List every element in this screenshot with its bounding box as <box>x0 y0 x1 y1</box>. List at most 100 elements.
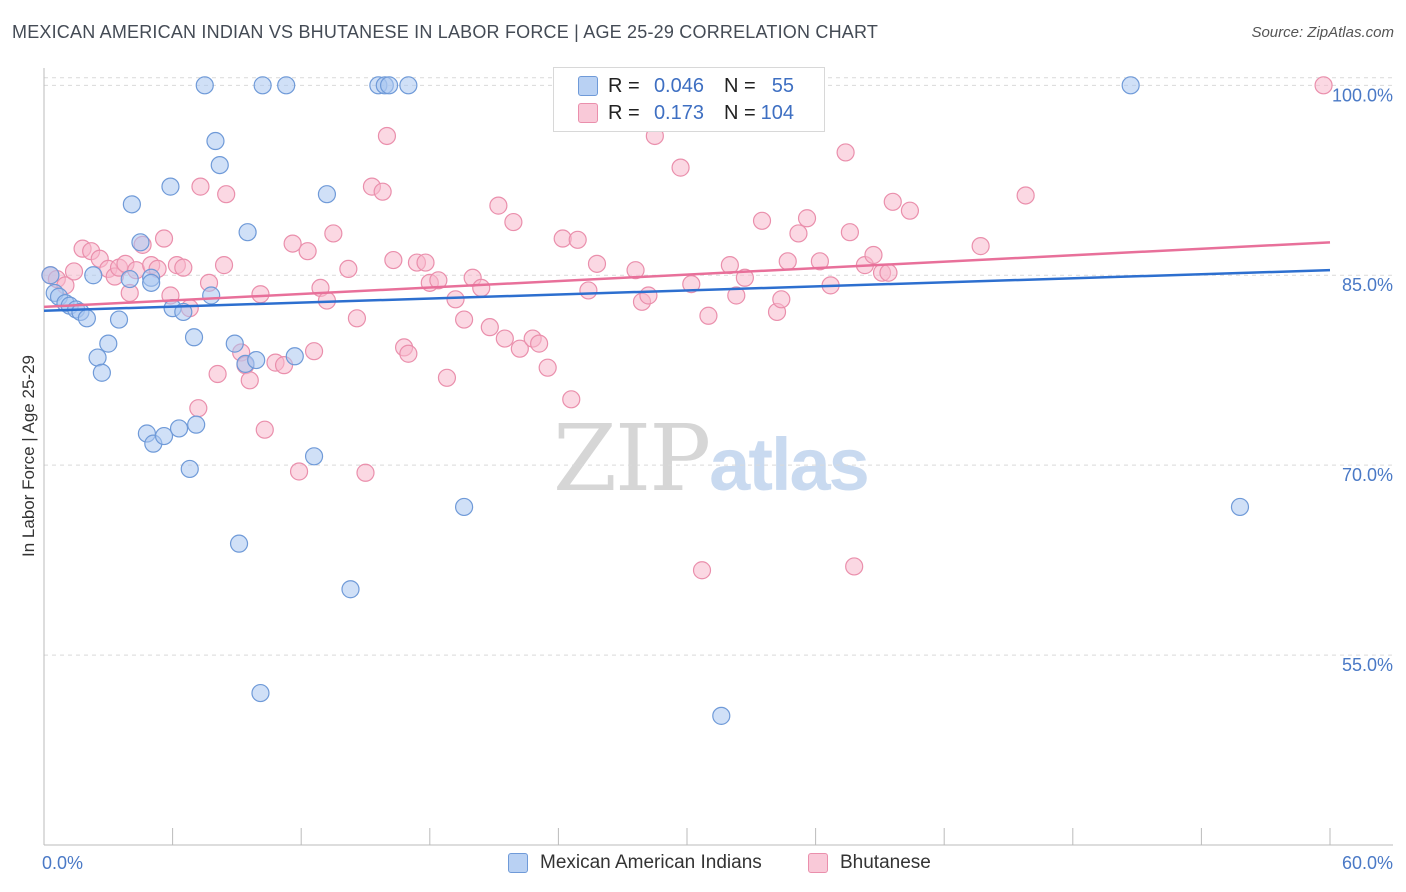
mexican-american-indians-point <box>154 426 174 446</box>
legend-row-mexican-american-indians: R = 0.046 N = 55 <box>578 73 794 99</box>
mexican-american-indians-point <box>712 706 731 725</box>
legend-r-value: 0.173 <box>653 101 704 124</box>
mexican-american-indians-point <box>317 185 337 204</box>
legend-n-label: N = <box>724 101 756 124</box>
bhutanese-point <box>778 252 797 271</box>
legend-swatch-pink <box>808 853 828 873</box>
y-tick-label: 55.0% <box>1342 655 1393 675</box>
bhutanese-point <box>845 557 864 576</box>
mexican-american-indians-point <box>206 131 225 151</box>
bhutanese-point <box>208 364 227 384</box>
bhutanese-point <box>530 334 549 353</box>
mexican-american-indians-point <box>131 233 150 252</box>
bhutanese-point <box>214 256 234 275</box>
source-credit: Source: ZipAtlas.com <box>1251 24 1394 41</box>
mexican-american-indians-point <box>251 683 270 703</box>
bhutanese-point <box>356 463 375 482</box>
bhutanese-point <box>727 286 746 305</box>
bhutanese-point <box>154 229 174 248</box>
mexican-american-indians-points <box>41 76 1250 725</box>
bhutanese-point <box>217 185 236 204</box>
axes <box>43 68 1393 846</box>
legend-swatch-blue <box>578 76 598 96</box>
mexican-american-indians-point <box>92 363 111 382</box>
bhutanese-point <box>735 268 754 287</box>
bhutanese-point <box>399 344 418 363</box>
bhutanese-point <box>347 309 367 328</box>
legend-item-mexican-american-indians[interactable]: Mexican American Indians <box>508 852 762 874</box>
bhutanese-point <box>836 143 855 162</box>
bhutanese-point <box>579 281 598 300</box>
bhutanese-point <box>1314 76 1333 95</box>
mexican-american-indians-point <box>202 286 221 305</box>
bhutanese-point <box>752 211 772 230</box>
bhutanese-point <box>568 230 587 249</box>
legend-r-label: R = <box>608 101 640 124</box>
bhutanese-point <box>304 342 324 361</box>
bhutanese-point <box>373 182 392 201</box>
bhutanese-point <box>454 310 474 329</box>
bhutanese-point <box>864 245 883 265</box>
bhutanese-point <box>429 271 448 290</box>
mexican-american-indians-point <box>341 580 360 599</box>
mexican-american-indians-point <box>210 155 229 175</box>
bhutanese-point <box>692 561 712 580</box>
mexican-american-indians-point <box>1230 497 1250 517</box>
mexican-american-indians-point <box>109 310 129 329</box>
legend-r-label: R = <box>608 74 640 97</box>
mexican-american-indians-point <box>184 328 204 347</box>
mexican-american-indians-point <box>174 302 193 322</box>
legend-r-value: 0.046 <box>653 74 704 97</box>
mexican-american-indians-point <box>88 348 107 367</box>
bhutanese-point <box>504 212 523 232</box>
bhutanese-point <box>489 196 508 215</box>
series-legend: Mexican American Indians Bhutanese <box>0 852 1406 878</box>
bhutanese-point <box>472 278 491 298</box>
mexican-american-indians-point <box>1121 76 1140 95</box>
bhutanese-point <box>626 261 645 280</box>
bhutanese-point <box>495 329 514 348</box>
mexican-american-indians-point <box>169 419 189 438</box>
bhutanese-point <box>883 192 902 211</box>
chart-title: MEXICAN AMERICAN INDIAN VS BHUTANESE IN … <box>12 22 879 42</box>
bhutanese-point <box>189 399 208 418</box>
mexican-american-indians-point <box>180 459 199 479</box>
bhutanese-point <box>810 252 829 271</box>
mexican-american-indians-point <box>41 266 60 285</box>
trend-lines <box>43 241 1331 312</box>
bhutanese-point <box>289 462 309 481</box>
mexican-american-indians-point <box>187 415 206 434</box>
bhutanese-point <box>971 237 990 256</box>
stats-legend: R = 0.046 N = 55 R = 0.173 N = 104 <box>553 67 825 132</box>
bhutanese-point <box>510 339 529 358</box>
legend-item-bhutanese[interactable]: Bhutanese <box>808 852 931 874</box>
mexican-american-indians-point <box>195 76 214 95</box>
mexican-american-indians-point <box>253 76 272 95</box>
bhutanese-point <box>64 262 84 281</box>
bhutanese-point <box>480 318 499 337</box>
mexican-american-indians-point <box>120 269 139 289</box>
watermark-atlas: atlas <box>709 423 870 506</box>
bhutanese-point <box>587 254 607 273</box>
y-tick-label: 100.0% <box>1332 85 1393 105</box>
legend-n-value: 55 <box>771 74 794 97</box>
legend-row-bhutanese: R = 0.173 N = 104 <box>578 100 794 126</box>
bhutanese-point <box>240 371 259 390</box>
bhutanese-point <box>298 242 317 261</box>
bhutanese-point <box>879 263 898 282</box>
mexican-american-indians-point <box>247 350 266 370</box>
bhutanese-point <box>772 290 791 309</box>
mexican-american-indians-point <box>285 347 304 366</box>
bhutanese-point <box>377 126 397 146</box>
bhutanese-point <box>840 223 859 242</box>
mexican-american-indians-point <box>122 195 141 214</box>
y-tick-label: 85.0% <box>1342 275 1393 295</box>
bhutanese-point <box>671 158 690 177</box>
bhutanese-point <box>562 390 581 409</box>
mexican-american-indians-point <box>304 447 324 466</box>
x-tick-label-max: 60.0% <box>1342 853 1393 873</box>
bhutanese-point <box>446 290 465 309</box>
bhutanese-point <box>553 229 572 248</box>
legend-swatch-pink <box>578 103 598 123</box>
